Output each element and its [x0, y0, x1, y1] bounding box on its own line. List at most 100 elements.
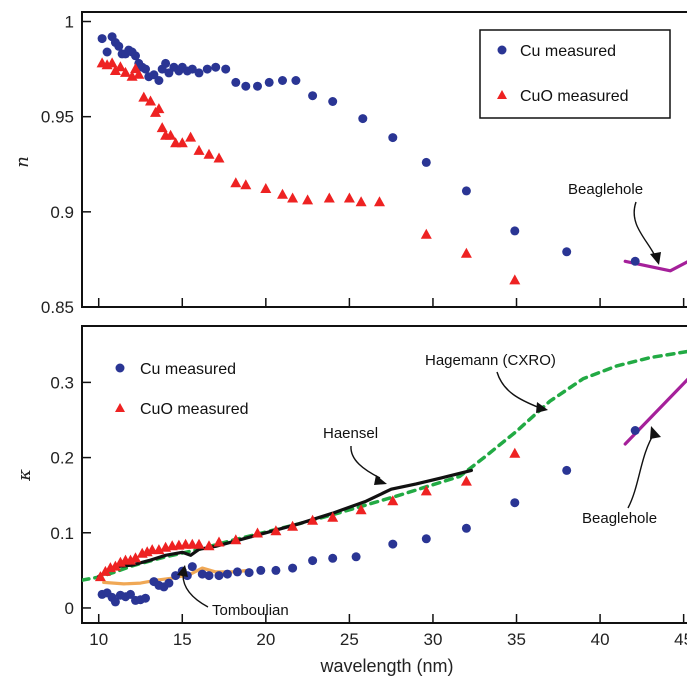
legend-marker-cu: [497, 45, 507, 55]
legend-label-cu: Cu measured: [520, 43, 616, 60]
bottom-panel: 0 0.1 0.2 0.3 10 15 20 25 30 35 40 45 κ wavelength…: [14, 325, 687, 676]
data-point-cuo-measured: [287, 192, 299, 203]
annotation-arrowhead: [536, 402, 548, 413]
data-point-cu-measured: [256, 565, 266, 575]
data-point-cu-measured: [630, 426, 640, 435]
annotation-arrowhead: [374, 475, 387, 485]
data-point-cuo-measured: [420, 485, 432, 496]
annotation-arrow: [182, 574, 209, 608]
data-point-cu-measured: [278, 76, 287, 85]
data-point-cu-measured: [510, 226, 520, 236]
top-x-ticks: [97, 298, 685, 307]
data-point-cuo-measured: [156, 122, 168, 133]
data-point-cuo-measured: [99, 565, 111, 576]
data-point-cu-measured: [328, 97, 338, 106]
data-point-cu-measured: [202, 64, 212, 74]
data-point-cu-measured: [97, 34, 107, 44]
data-point-cu-measured: [197, 569, 207, 579]
data-point-cu-measured: [114, 41, 124, 51]
data-point-cuo-measured: [193, 538, 205, 549]
data-point-cu-measured: [264, 77, 274, 87]
data-point-cuo-measured: [230, 534, 242, 545]
data-point-cuo-measured: [307, 514, 319, 525]
bottom-annotations: Hagemann (CXRO) Haensel Beaglehole Tombo…: [177, 352, 661, 619]
annotation-arrow: [350, 445, 381, 479]
x-tick-label: 30: [423, 630, 442, 649]
data-point-cuo-measured: [165, 129, 177, 140]
series-line-haensel: [97, 468, 473, 579]
data-point-cu-measured: [421, 157, 431, 167]
data-point-cu-measured: [562, 247, 572, 257]
data-point-cu-measured: [291, 76, 301, 85]
legend-marker-cuo: [497, 90, 507, 99]
data-point-cuo-measured: [460, 247, 472, 258]
annotation-arrow: [633, 201, 657, 259]
data-point-cuo-measured: [133, 68, 145, 79]
legend-label-cu: Cu measured: [140, 361, 236, 378]
data-point-cuo-measured: [94, 571, 106, 582]
bottom-y-axis-label: κ: [14, 469, 35, 482]
data-point-cuo-measured: [138, 91, 150, 102]
data-point-cuo-measured: [109, 65, 121, 75]
x-tick-label: 35: [507, 630, 526, 649]
x-tick-label: 10: [89, 630, 108, 649]
top-plot-frame: [81, 11, 687, 308]
data-point-cuo-measured: [193, 144, 205, 155]
data-point-cu-measured: [211, 62, 221, 72]
y-tick-label: 0.3: [50, 373, 74, 392]
y-tick-label: 1: [65, 13, 74, 32]
data-point-cuo-measured: [509, 447, 521, 458]
annotation-arrowhead: [650, 252, 661, 265]
data-point-cu-measured: [461, 523, 471, 533]
data-point-cuo-measured: [203, 148, 215, 159]
bottom-x-ticks: 10 15 20 25 30 35 40 45: [89, 614, 687, 649]
annotation-arrowhead: [650, 426, 661, 439]
data-point-cu-measured: [102, 47, 112, 57]
annotation-arrow: [496, 371, 541, 409]
data-point-cu-measured: [461, 186, 471, 196]
y-tick-label: 0.1: [50, 524, 74, 543]
data-point-cu-measured: [288, 563, 298, 573]
bottom-y-ticks: 0 0.1 0.2 0.3: [50, 373, 91, 618]
data-point-cu-measured: [187, 64, 197, 74]
data-point-cu-measured: [187, 562, 197, 572]
data-point-cuo-measured: [260, 183, 272, 193]
top-y-axis-label: n: [12, 156, 33, 168]
data-point-cu-measured: [388, 133, 398, 143]
y-tick-label: 0.85: [41, 298, 74, 317]
y-tick-label: 0.95: [41, 108, 74, 127]
top-y-ticks: 0.85 0.9 0.95 1: [41, 13, 91, 317]
data-point-cuo-measured: [343, 192, 355, 203]
x-axis-title: wavelength (nm): [319, 656, 453, 676]
data-point-cu-measured: [194, 68, 204, 78]
data-point-cu-measured: [110, 597, 120, 607]
data-point-cu-measured: [244, 568, 254, 578]
data-point-cuo-measured: [270, 525, 282, 536]
annotation-hagemann: Hagemann (CXRO): [425, 352, 556, 369]
data-point-cuo-measured: [277, 188, 288, 199]
data-point-cuo-measured: [302, 194, 314, 205]
data-point-cu-measured: [154, 76, 164, 85]
annotation-haensel: Haensel: [323, 425, 378, 442]
data-point-cu-measured: [388, 539, 398, 549]
top-panel: 0.850.90.951 n Cu measured CuO measured …: [12, 11, 687, 317]
data-point-cuo-measured: [203, 540, 215, 551]
y-tick-label: 0.2: [50, 449, 74, 468]
data-point-cuo-measured: [114, 61, 126, 72]
data-point-cu-measured: [171, 571, 181, 581]
data-point-cuo-measured: [252, 527, 263, 538]
top-curves: [623, 259, 687, 273]
annotation-beaglehole: Beaglehole: [568, 181, 643, 198]
x-tick-label: 45: [674, 630, 687, 649]
data-point-cuo-measured: [106, 57, 118, 68]
data-point-cu-measured: [308, 556, 318, 566]
x-tick-label: 25: [340, 630, 359, 649]
annotation-arrow: [627, 431, 656, 509]
data-point-cuo-measured: [213, 152, 225, 163]
data-point-cuo-measured: [120, 66, 131, 77]
data-point-cu-measured: [421, 534, 431, 544]
data-point-cu-measured: [253, 81, 262, 91]
data-point-cuo-measured: [460, 475, 472, 486]
data-point-cuo-measured: [240, 179, 252, 190]
data-point-cu-measured: [358, 114, 368, 124]
